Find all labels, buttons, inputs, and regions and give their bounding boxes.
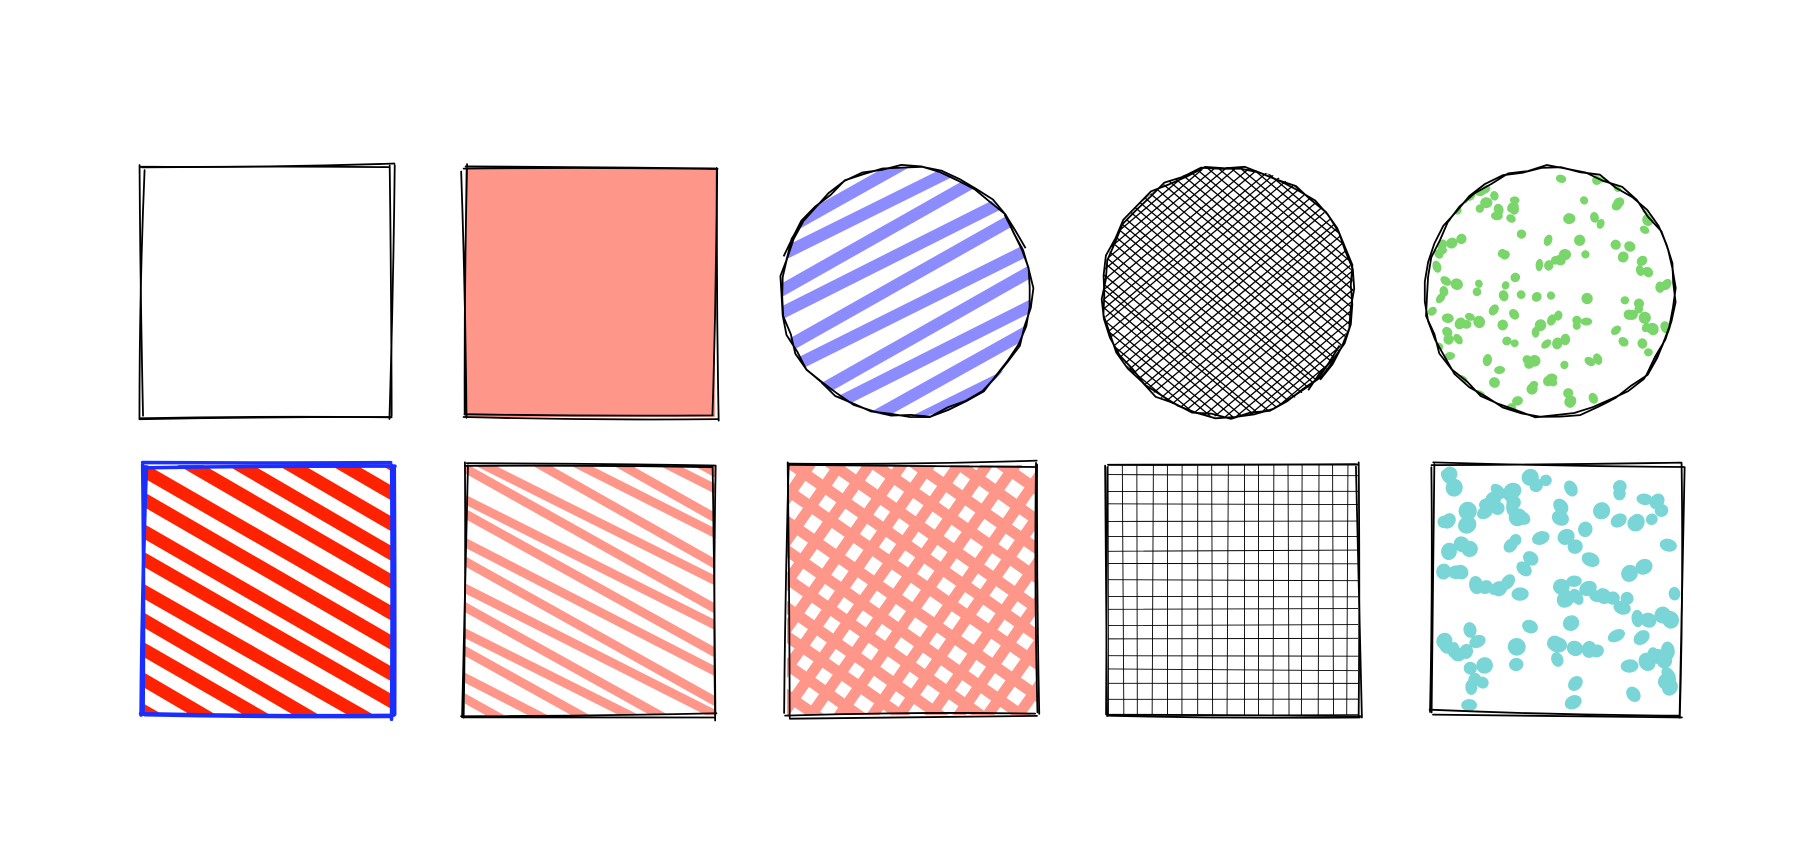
shape-cross-hatch-fill-square xyxy=(783,459,1041,720)
shape-solid-fill-square xyxy=(460,163,720,422)
shape-dots-fill-circle xyxy=(1423,164,1677,419)
shape-outline xyxy=(779,164,1035,418)
shape-outline xyxy=(1423,164,1677,419)
shape-outline xyxy=(138,460,397,722)
shape-outline xyxy=(1100,165,1356,420)
shape-outline xyxy=(783,459,1041,720)
shape-outline xyxy=(1104,461,1363,719)
shape-dots-fill-square xyxy=(1428,461,1686,719)
fill-pattern xyxy=(1108,465,1358,715)
fill-pattern xyxy=(465,167,715,417)
fill-pattern xyxy=(142,465,392,715)
shape-outline xyxy=(1428,461,1686,719)
shape-outline xyxy=(138,162,396,421)
shape-zigzag-fill-circle xyxy=(779,164,1035,418)
shape-grid-fill-square xyxy=(1104,461,1363,719)
shape-outline xyxy=(460,461,718,722)
fill-pattern xyxy=(1436,466,1681,712)
shape-outline xyxy=(460,163,720,422)
shape-unfilled-square xyxy=(138,162,396,421)
shape-hachure-fill-square xyxy=(138,460,397,722)
shape-zigzag-fill-square xyxy=(460,461,718,722)
